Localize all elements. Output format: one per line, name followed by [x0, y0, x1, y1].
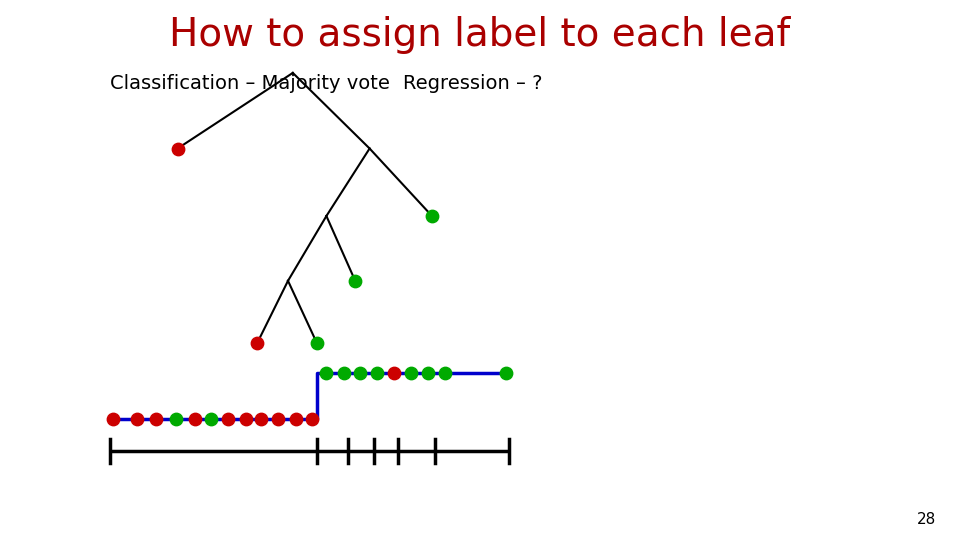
- Point: [238, 414, 253, 423]
- Point: [170, 144, 185, 153]
- Point: [309, 339, 324, 347]
- Point: [149, 414, 164, 423]
- Point: [106, 414, 121, 423]
- Point: [424, 212, 440, 220]
- Point: [253, 414, 269, 423]
- Point: [498, 368, 514, 377]
- Text: Regression – ?: Regression – ?: [403, 74, 542, 93]
- Point: [438, 368, 453, 377]
- Point: [168, 414, 183, 423]
- Point: [348, 276, 363, 285]
- Point: [204, 414, 219, 423]
- Point: [271, 414, 286, 423]
- Point: [187, 414, 203, 423]
- Text: Classification – Majority vote: Classification – Majority vote: [110, 74, 391, 93]
- Point: [221, 414, 236, 423]
- Text: 28: 28: [917, 511, 936, 526]
- Point: [319, 368, 334, 377]
- Point: [130, 414, 145, 423]
- Point: [288, 414, 303, 423]
- Point: [420, 368, 436, 377]
- Point: [304, 414, 320, 423]
- Point: [386, 368, 401, 377]
- Point: [336, 368, 351, 377]
- Text: How to assign label to each leaf: How to assign label to each leaf: [169, 16, 791, 54]
- Point: [370, 368, 385, 377]
- Point: [250, 339, 265, 347]
- Point: [352, 368, 368, 377]
- Point: [403, 368, 419, 377]
